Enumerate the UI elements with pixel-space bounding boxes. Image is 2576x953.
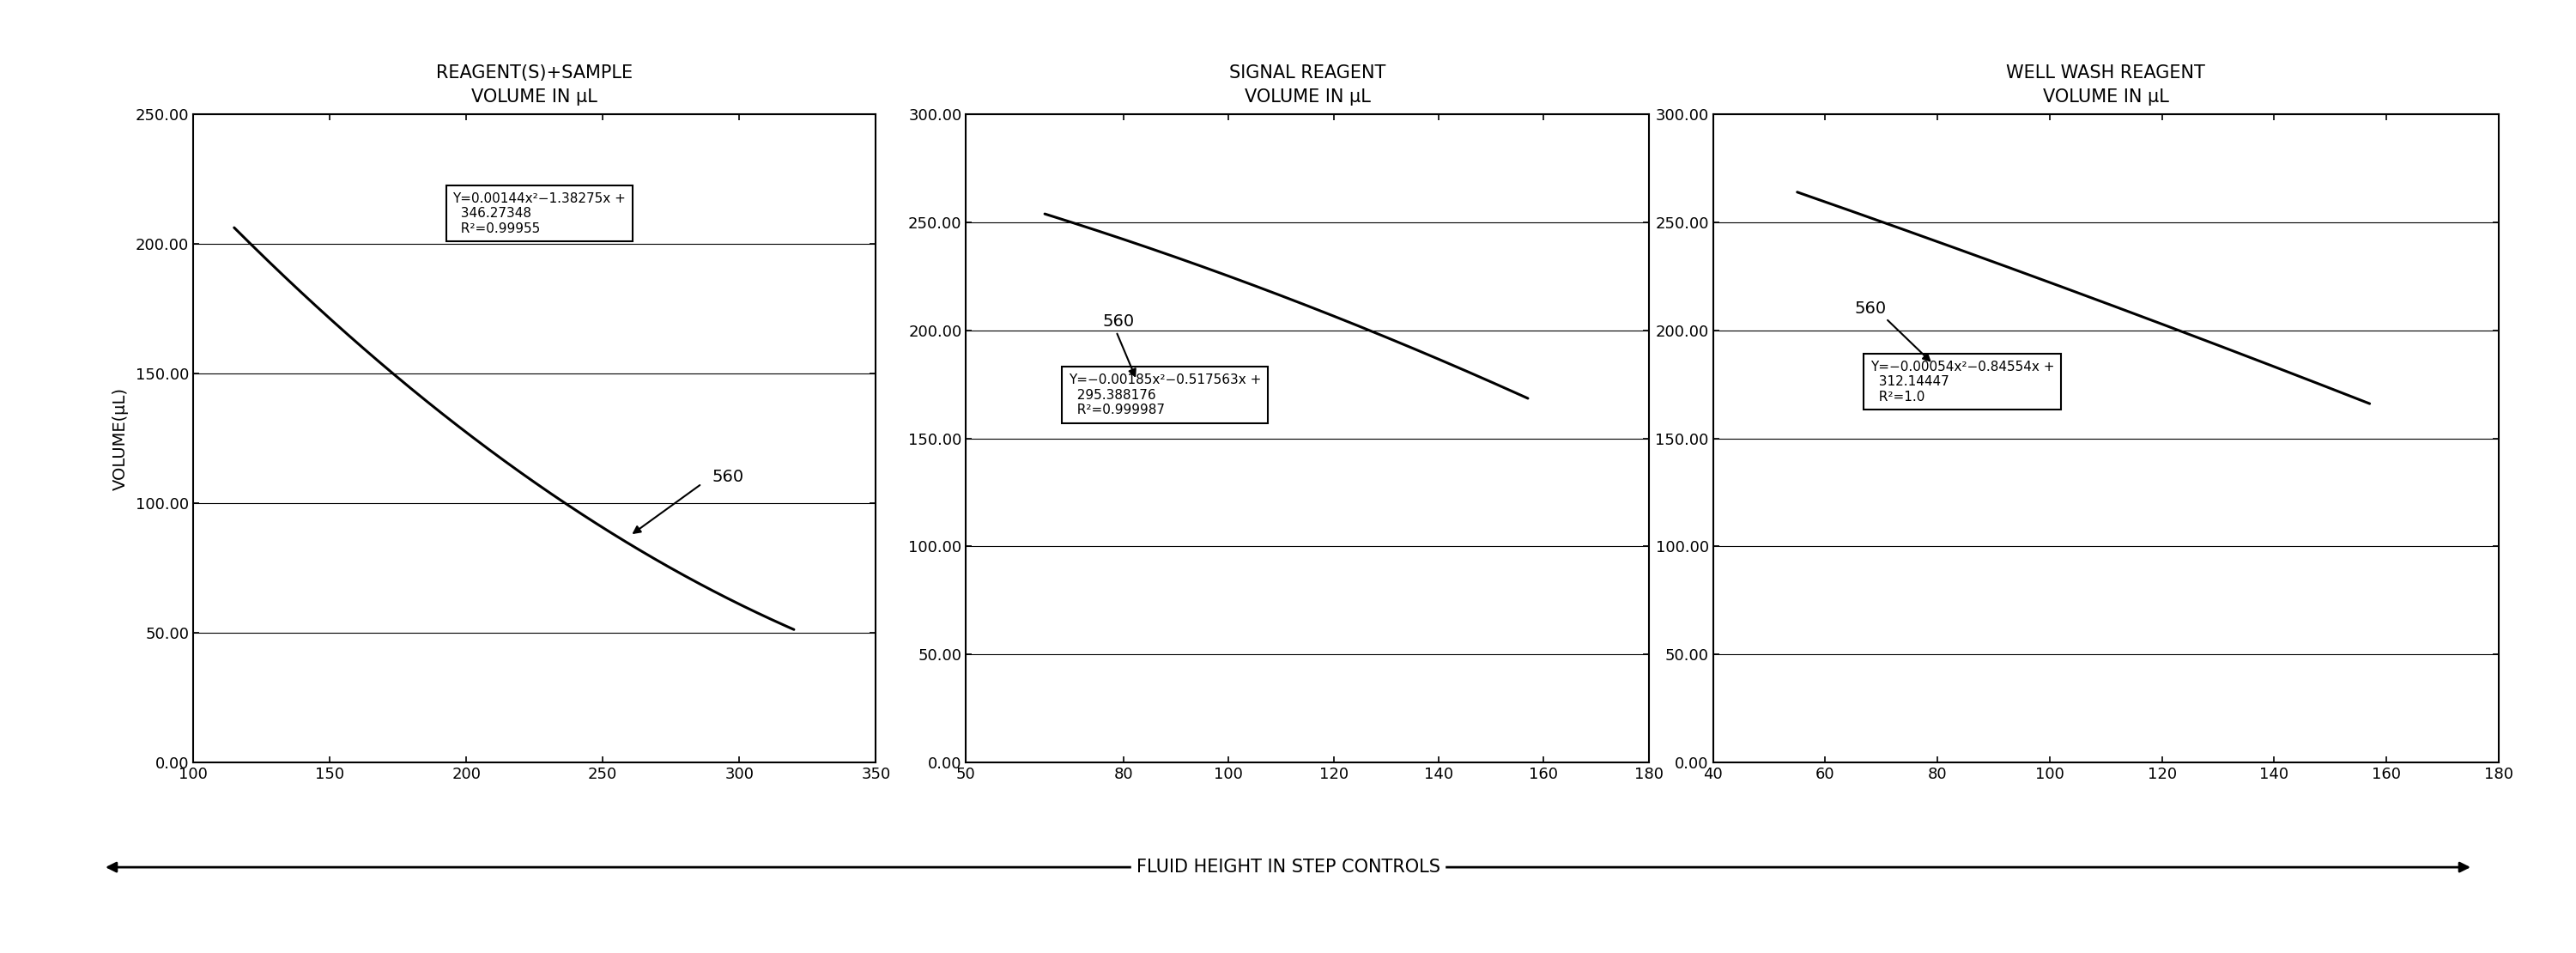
Text: 560: 560 — [1103, 314, 1133, 330]
Y-axis label: VOLUME(μL): VOLUME(μL) — [111, 387, 129, 490]
Text: 560: 560 — [1855, 300, 1886, 317]
Title: WELL WASH REAGENT
VOLUME IN μL: WELL WASH REAGENT VOLUME IN μL — [2007, 65, 2205, 106]
Text: 560: 560 — [711, 469, 744, 485]
Text: Y=0.00144x²−1.38275x +
  346.27348
  R²=0.99955: Y=0.00144x²−1.38275x + 346.27348 R²=0.99… — [453, 193, 626, 234]
Title: SIGNAL REAGENT
VOLUME IN μL: SIGNAL REAGENT VOLUME IN μL — [1229, 65, 1386, 106]
Text: Y=−0.00054x²−0.84554x +
  312.14447
  R²=1.0: Y=−0.00054x²−0.84554x + 312.14447 R²=1.0 — [1870, 360, 2053, 403]
Text: FLUID HEIGHT IN STEP CONTROLS: FLUID HEIGHT IN STEP CONTROLS — [1136, 859, 1440, 876]
Title: REAGENT(S)+SAMPLE
VOLUME IN μL: REAGENT(S)+SAMPLE VOLUME IN μL — [435, 65, 634, 106]
Text: Y=−0.00185x²−0.517563x +
  295.388176
  R²=0.999987: Y=−0.00185x²−0.517563x + 295.388176 R²=0… — [1069, 374, 1262, 416]
